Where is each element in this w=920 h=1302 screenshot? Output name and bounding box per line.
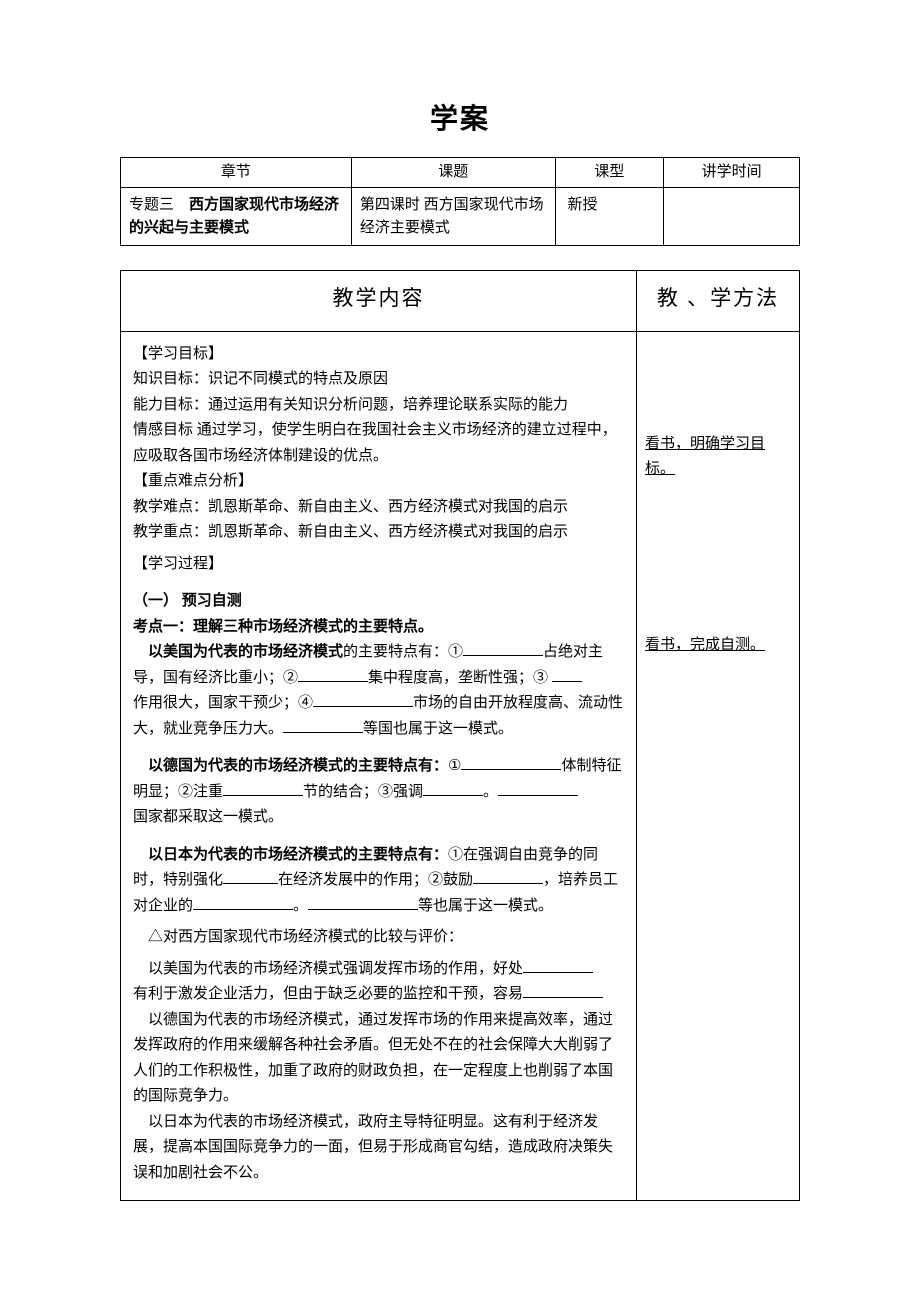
- blank: [552, 681, 582, 682]
- content-header-right: 教 、学方法: [637, 271, 800, 332]
- header-col-chapter: 章节: [121, 158, 352, 188]
- header-col-type: 课型: [555, 158, 664, 188]
- de-eval-text: 以德国为代表的市场经济模式，通过发挥市场的作用来提高效率，通过发挥政府的作用来缓…: [133, 1012, 613, 1105]
- blank: [193, 909, 293, 910]
- chapter-cell: 专题三 西方国家现代市场经济的兴起与主要模式: [121, 188, 352, 246]
- de-eval: 以德国为代表的市场经济模式，通过发挥市场的作用来提高效率，通过发挥政府的作用来缓…: [133, 1008, 624, 1110]
- blank: [308, 909, 418, 910]
- chapter-prefix: 专题三: [129, 197, 174, 213]
- blank: [461, 769, 561, 770]
- de-t3: 节的结合；③强调: [303, 784, 423, 800]
- preview-label: （一） 预习自测: [133, 589, 624, 615]
- blank: [523, 997, 603, 998]
- usa-t3: 集中程度高，垄断性强；③: [368, 670, 552, 686]
- header-col-topic: 课题: [351, 158, 555, 188]
- compare-label-text: △对西方国家现代市场经济模式的比较与评价：: [148, 929, 463, 945]
- blank: [473, 883, 543, 884]
- usa-t4: 作用很大，国家干预少；④: [133, 695, 313, 711]
- blank: [423, 795, 483, 796]
- time-cell: [664, 188, 800, 246]
- blank: [313, 706, 413, 707]
- header-col-time: 讲学时间: [664, 158, 800, 188]
- page-title: 学案: [120, 100, 800, 139]
- usa-eval-2: 有利于激发企业活力，但由于缺乏必要的监控和干预，容易: [133, 986, 523, 1002]
- method-note-1: 看书，明确学习目标。: [645, 432, 791, 483]
- usa-eval: 以美国为代表的市场经济模式强调发挥市场的作用，好处有利于激发企业活力，但由于缺乏…: [133, 957, 624, 1008]
- difficulty-2: 教学重点：凯恩斯革命、新自由主义、西方经济模式对我国的启示: [133, 520, 624, 546]
- content-body: 【学习目标】 知识目标：识记不同模式的特点及原因 能力目标：通过运用有关知识分析…: [121, 331, 637, 1201]
- jp-t4: 。: [293, 898, 308, 914]
- usa-block: 以美国为代表的市场经济模式的主要特点有：①占绝对主导，国有经济比重小；②集中程度…: [133, 640, 624, 742]
- method-body: 看书，明确学习目标。 看书，完成自测。: [637, 331, 800, 1201]
- jp-block: 以日本为代表的市场经济模式的主要特点有：①在强调自由竞争的同时，特别强化在经济发…: [133, 843, 624, 920]
- type-cell: 新授: [555, 188, 664, 246]
- blank: [298, 681, 368, 682]
- de-t4: 。: [483, 784, 498, 800]
- blank: [223, 883, 278, 884]
- de-lead: 以德国为代表的市场经济模式的主要特点有：: [148, 758, 448, 774]
- point1-label: 考点一：理解三种市场经济模式的主要特点。: [133, 615, 624, 641]
- usa-lead: 以美国为代表的市场经济模式: [148, 644, 343, 660]
- usa-eval-1: 以美国为代表的市场经济模式强调发挥市场的作用，好处: [148, 961, 523, 977]
- jp-t2: 在经济发展中的作用；②鼓励: [278, 872, 473, 888]
- goal-ability: 能力目标：通过运用有关知识分析问题，培养理论联系实际的能力: [133, 393, 624, 419]
- blank: [283, 732, 363, 733]
- de-block: 以德国为代表的市场经济模式的主要特点有：①体制特征明显；②注重节的结合；③强调。…: [133, 754, 624, 831]
- goal-knowledge: 知识目标：识记不同模式的特点及原因: [133, 367, 624, 393]
- process-label: 【学习过程】: [133, 552, 624, 578]
- de-t1: ①: [448, 758, 461, 774]
- compare-label: △对西方国家现代市场经济模式的比较与评价：: [133, 925, 624, 951]
- blank: [463, 655, 543, 656]
- usa-t1: 的主要特点有：①: [343, 644, 463, 660]
- difficulty-label: 【重点难点分析】: [133, 469, 624, 495]
- de-t5: 国家都采取这一模式。: [133, 809, 283, 825]
- content-header-left: 教学内容: [121, 271, 637, 332]
- study-goal-label: 【学习目标】: [133, 342, 624, 368]
- content-table: 教学内容 教 、学方法 【学习目标】 知识目标：识记不同模式的特点及原因 能力目…: [120, 270, 800, 1201]
- blank: [223, 795, 303, 796]
- blank: [498, 795, 578, 796]
- goal-emotion: 情感目标 通过学习，使学生明白在我国社会主义市场经济的建立过程中，应吸取各国市场…: [133, 418, 624, 469]
- blank: [523, 972, 593, 973]
- header-table: 章节 课题 课型 讲学时间 专题三 西方国家现代市场经济的兴起与主要模式 第四课…: [120, 157, 800, 246]
- usa-t6: 等国也属于这一模式。: [363, 721, 513, 737]
- method-note-2: 看书，完成自测。: [645, 633, 791, 659]
- topic-cell: 第四课时 西方国家现代市场经济主要模式: [351, 188, 555, 246]
- jp-lead: 以日本为代表的市场经济模式的主要特点有：: [148, 847, 448, 863]
- difficulty-1: 教学难点：凯恩斯革命、新自由主义、西方经济模式对我国的启示: [133, 495, 624, 521]
- jp-t5: 等也属于这一模式。: [418, 898, 553, 914]
- jp-eval-text: 以日本为代表的市场经济模式，政府主导特征明显。这有利于经济发展，提高本国国际竞争…: [133, 1114, 613, 1181]
- jp-eval: 以日本为代表的市场经济模式，政府主导特征明显。这有利于经济发展，提高本国国际竞争…: [133, 1110, 624, 1187]
